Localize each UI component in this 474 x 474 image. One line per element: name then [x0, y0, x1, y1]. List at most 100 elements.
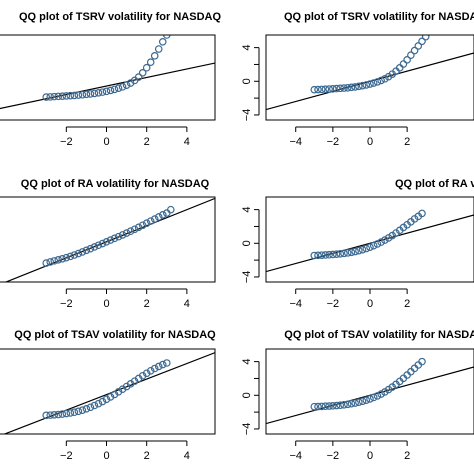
data-point: [377, 76, 385, 85]
data-point: [58, 254, 67, 263]
data-point: [90, 243, 99, 251]
data-point: [78, 248, 87, 256]
data-point: [106, 86, 115, 95]
plot-frame: [265, 34, 474, 121]
data-point: [317, 402, 326, 411]
data-point: [102, 237, 111, 246]
data-point: [362, 396, 371, 404]
data-point: [62, 253, 71, 262]
x-tick-label: 0: [103, 298, 109, 310]
data-point: [70, 91, 79, 100]
data-point: [325, 85, 333, 93]
x-tick-label: 0: [103, 450, 109, 462]
data-point: [351, 247, 359, 256]
data-point: [329, 402, 337, 410]
x-tick-label: 2: [144, 450, 150, 462]
x-tick-label: −2: [60, 450, 73, 462]
y-tick-label: 0: [241, 392, 253, 398]
panel-title: QQ plot of RA volatility for NASDAQ: [21, 178, 210, 190]
data-point: [162, 359, 171, 367]
data-point: [102, 87, 111, 96]
data-point: [146, 217, 155, 225]
data-point: [54, 410, 63, 419]
reference-line: [3, 352, 215, 434]
data-point: [310, 402, 319, 411]
data-point: [154, 45, 163, 53]
data-point: [78, 406, 87, 414]
data-point: [118, 83, 127, 91]
data-point: [410, 46, 419, 55]
data-point: [142, 63, 151, 72]
data-point: [82, 90, 91, 99]
data-point: [343, 83, 352, 92]
data-point: [358, 81, 367, 90]
data-point: [399, 60, 408, 68]
qq-panel-3: QQ plot of RA volatility for NASDAQ −2 0 2 4: [0, 178, 216, 310]
y-tick-label: 0: [241, 78, 253, 84]
data-point: [78, 90, 87, 99]
data-point: [114, 84, 123, 93]
data-point: [317, 251, 326, 259]
data-point: [142, 219, 151, 227]
data-point: [369, 79, 378, 87]
data-point: [42, 259, 51, 267]
data-point: [70, 251, 79, 259]
data-point: [317, 85, 326, 94]
x-tick-label: −2: [60, 136, 73, 148]
qq-panel-5: QQ plot of TSAV volatility for NASDAQ −2 0…: [0, 329, 216, 462]
data-point: [130, 225, 139, 234]
data-point: [381, 388, 389, 396]
data-point: [94, 399, 103, 408]
data-point: [314, 402, 322, 411]
data-point: [110, 85, 119, 94]
data-point: [106, 236, 115, 244]
data-point: [355, 82, 363, 91]
data-point: [362, 81, 371, 89]
data-point: [366, 80, 374, 88]
data-point: [90, 89, 99, 98]
data-point: [90, 401, 99, 410]
data-point: [62, 92, 71, 100]
data-point: [418, 209, 426, 218]
data-point: [343, 249, 352, 257]
data-point: [50, 92, 59, 101]
data-point: [314, 85, 322, 94]
data-point: [134, 223, 143, 232]
data-point: [94, 89, 103, 97]
plot-frame: [0, 196, 216, 283]
data-point: [321, 251, 330, 259]
data-point: [384, 234, 393, 242]
data-point: [98, 88, 107, 96]
data-point: [340, 249, 348, 258]
data-point: [138, 69, 147, 77]
data-point: [154, 213, 163, 221]
data-point: [158, 211, 167, 219]
data-point: [50, 257, 59, 265]
data-point: [362, 244, 371, 253]
data-point: [46, 411, 55, 419]
data-point: [122, 81, 131, 89]
y-tick-label: 4: [241, 359, 253, 365]
x-tick-label: −2: [327, 298, 340, 310]
panel-title: QQ plot of TSAV volatility for NASDAQ: [284, 329, 474, 341]
plot-frame: [265, 196, 474, 283]
data-point: [347, 248, 356, 257]
data-point: [66, 91, 75, 100]
data-point: [336, 84, 345, 93]
data-point: [138, 371, 147, 380]
data-point: [347, 83, 356, 92]
x-tick-label: 2: [144, 298, 150, 310]
data-point: [142, 369, 151, 378]
data-point: [46, 93, 55, 101]
data-point: [74, 407, 83, 416]
data-point: [58, 410, 67, 418]
data-point: [82, 246, 91, 255]
data-point: [355, 246, 363, 255]
data-point: [377, 238, 385, 246]
data-point: [98, 397, 107, 406]
x-tick-label: 0: [367, 450, 373, 462]
data-point: [343, 400, 352, 409]
data-point: [114, 232, 123, 241]
data-point: [62, 409, 71, 418]
